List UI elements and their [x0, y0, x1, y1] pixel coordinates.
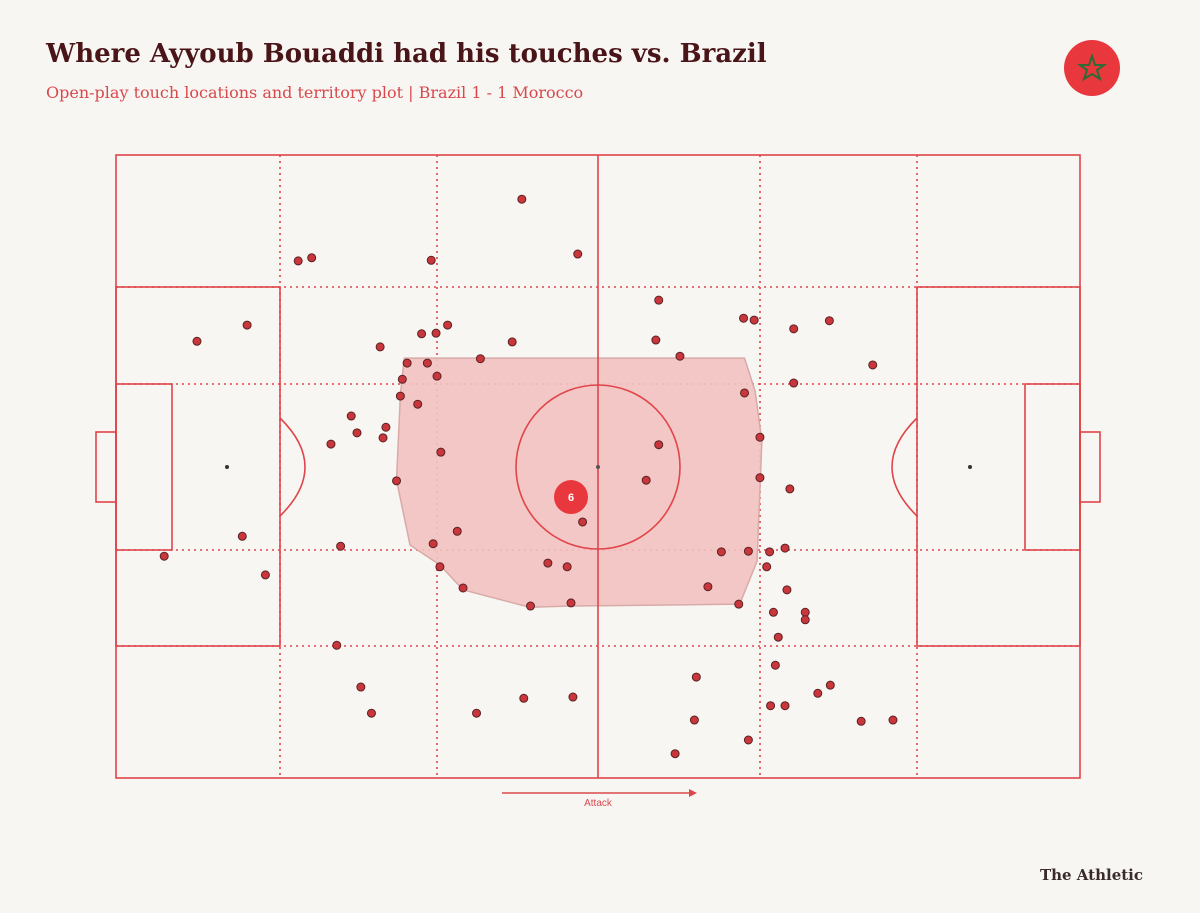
touch-point	[432, 371, 442, 381]
touch-point	[782, 585, 792, 595]
touch-point	[765, 547, 775, 557]
touch-point	[868, 360, 878, 370]
touch-point	[739, 313, 749, 323]
touch-point	[734, 599, 744, 609]
touch-point	[824, 316, 834, 326]
touch-point	[562, 562, 572, 572]
touch-point	[773, 632, 783, 642]
touch-point	[192, 336, 202, 346]
touch-point	[568, 692, 578, 702]
touch-point	[375, 342, 385, 352]
pitch-lines	[95, 154, 1101, 779]
touch-point	[326, 439, 336, 449]
touch-point	[402, 358, 412, 368]
touch-point	[770, 660, 780, 670]
touch-point	[428, 539, 438, 549]
touch-point	[436, 447, 446, 457]
touch-point	[392, 476, 402, 486]
touch-point	[762, 562, 772, 572]
touch-point	[780, 543, 790, 553]
touch-point	[159, 551, 169, 561]
touch-point	[443, 320, 453, 330]
touch-point	[422, 358, 432, 368]
touch-point	[417, 329, 427, 339]
touch-point	[381, 422, 391, 432]
touch-point	[475, 354, 485, 364]
touch-point	[703, 582, 713, 592]
touch-point	[651, 335, 661, 345]
touch-point	[856, 716, 866, 726]
chart-subtitle: Open-play touch locations and territory …	[46, 83, 583, 102]
average-position-label: 6	[568, 492, 574, 504]
touch-point	[800, 607, 810, 617]
touch-point	[716, 547, 726, 557]
touch-point	[689, 715, 699, 725]
touch-point	[332, 640, 342, 650]
touch-point	[768, 607, 778, 617]
touch-point	[336, 541, 346, 551]
touch-point	[352, 428, 362, 438]
touch-point	[743, 735, 753, 745]
touch-point	[654, 440, 664, 450]
touch-point	[395, 391, 405, 401]
attack-arrow	[502, 789, 697, 797]
touch-point	[755, 432, 765, 442]
touch-point	[675, 351, 685, 361]
touch-point	[346, 411, 356, 421]
touch-point	[293, 256, 303, 266]
touch-point	[743, 546, 753, 556]
touch-point	[413, 399, 423, 409]
touch-point	[435, 562, 445, 572]
touch-point	[260, 570, 270, 580]
touch-point	[517, 194, 527, 204]
touch-point	[888, 715, 898, 725]
touch-point	[507, 337, 517, 347]
touch-point	[813, 688, 823, 698]
touch-point	[307, 253, 317, 263]
touch-point	[641, 475, 651, 485]
touch-point	[452, 526, 462, 536]
touch-point	[780, 701, 790, 711]
touch-point	[526, 601, 536, 611]
touch-point	[755, 473, 765, 483]
touch-point	[789, 378, 799, 388]
touch-point	[356, 682, 366, 692]
average-position	[554, 480, 589, 515]
touch-point	[654, 295, 664, 305]
touch-point	[378, 433, 388, 443]
attack-label: Attack	[584, 798, 613, 809]
touch-point	[766, 701, 776, 711]
touch-point	[426, 255, 436, 265]
team-badge	[1064, 40, 1120, 96]
touch-point	[543, 558, 553, 568]
source: The Athletic	[1040, 866, 1143, 884]
touch-point	[789, 324, 799, 334]
touch-point	[670, 749, 680, 759]
touch-point	[691, 672, 701, 682]
touch-point	[431, 328, 441, 338]
touch-point	[397, 374, 407, 384]
chart-title: Where Ayyoub Bouaddi had his touches vs.…	[45, 39, 767, 69]
touch-point	[573, 249, 583, 259]
touch-point	[458, 583, 468, 593]
touch-point	[749, 315, 759, 325]
touch-point	[578, 517, 588, 527]
touch-point	[366, 708, 376, 718]
touch-point	[237, 531, 247, 541]
touch-point	[825, 680, 835, 690]
touch-point	[519, 693, 529, 703]
touch-point	[242, 320, 252, 330]
touch-point	[800, 615, 810, 625]
touch-point	[472, 708, 482, 718]
touch-point	[740, 388, 750, 398]
touch-point	[566, 598, 576, 608]
touch-point	[785, 484, 795, 494]
